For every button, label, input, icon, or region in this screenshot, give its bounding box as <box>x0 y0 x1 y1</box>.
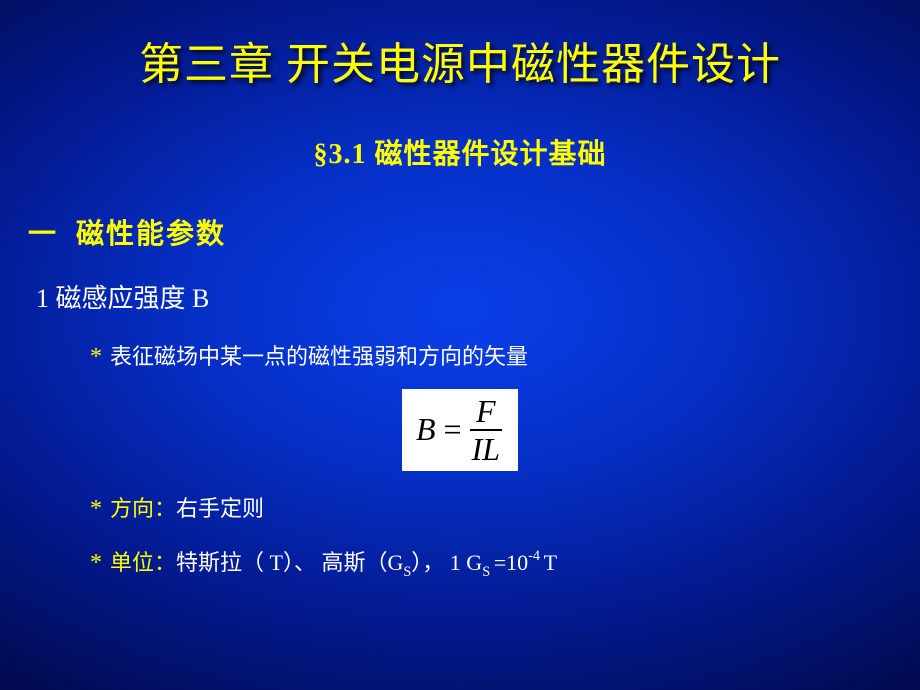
item-label: 磁感应强度 B <box>56 284 210 313</box>
asterisk-icon: * <box>90 496 102 523</box>
formula-container: B = F IL <box>0 389 920 471</box>
subtitle-prefix: §3.1 <box>313 139 374 170</box>
item-heading: 1 磁感应强度 B <box>36 278 920 315</box>
section-subtitle: §3.1 磁性器件设计基础 <box>0 132 920 172</box>
bullet-direction: * 方向：右手定则 <box>90 491 920 523</box>
chapter-title: 第三章 开关电源中磁性器件设计 <box>0 0 920 92</box>
unit-sup: -4 <box>528 548 543 564</box>
bullet-rest: 右手定则 <box>176 496 264 521</box>
asterisk-icon: * <box>90 550 102 577</box>
bullet-unit: * 单位：特斯拉（ T）、 高斯（GS）， 1 GS =10-4 T <box>90 545 920 580</box>
formula-lhs: B <box>416 411 436 448</box>
item-num: 1 <box>36 284 49 313</box>
asterisk-icon: * <box>90 344 102 371</box>
formula-fraction: F IL <box>470 395 502 465</box>
subtitle-text: 磁性器件设计基础 <box>374 139 606 170</box>
section-heading: 一 磁性能参数 <box>28 212 920 252</box>
bullet-text: 方向：右手定则 <box>110 491 264 523</box>
unit-p3: =10 <box>494 550 528 575</box>
section-label: 磁性能参数 <box>76 219 226 250</box>
unit-p1: 特斯拉（ T）、 高斯（G <box>176 550 403 575</box>
formula-eq: = <box>444 411 462 448</box>
unit-p2: ）， 1 G <box>411 550 482 575</box>
section-num: 一 <box>28 219 58 250</box>
formula-b-equals-f-over-il: B = F IL <box>402 389 518 471</box>
bullet-text: 单位：特斯拉（ T）、 高斯（GS）， 1 GS =10-4 T <box>110 545 557 580</box>
unit-p4: T <box>544 550 557 575</box>
bullet-lead: 方向： <box>110 496 176 521</box>
unit-sub2: S <box>482 564 494 580</box>
formula-denominator: IL <box>470 431 502 465</box>
bullet-lead: 单位： <box>110 550 176 575</box>
bullet-definition: * 表征磁场中某一点的磁性强弱和方向的矢量 <box>90 339 920 371</box>
unit-sub1: S <box>403 564 411 580</box>
bullet-text: 表征磁场中某一点的磁性强弱和方向的矢量 <box>110 339 528 371</box>
formula-numerator: F <box>470 395 502 429</box>
